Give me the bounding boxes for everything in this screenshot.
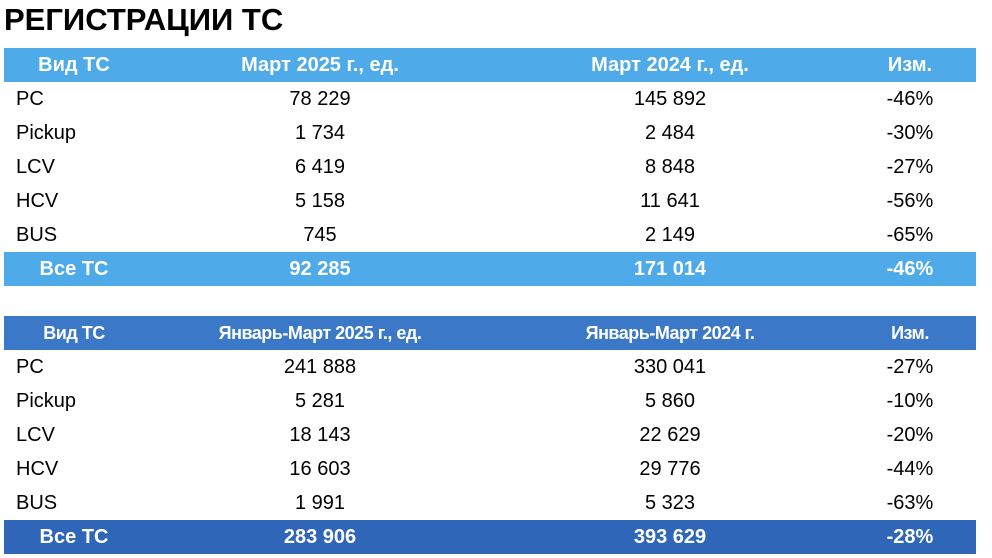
cell: Март 2025 г., ед. — [241, 54, 399, 76]
cell: -46% — [886, 258, 934, 280]
data-row: BUS 1 991 5 323 -63% — [4, 486, 976, 520]
cell: -20% — [886, 424, 934, 446]
cell: LCV — [16, 424, 55, 446]
title: РЕГИСТРАЦИИ ТС — [4, 2, 284, 37]
cell: 1 734 — [294, 122, 346, 144]
data-row: PC 78 229 145 892 -46% — [4, 82, 976, 116]
cell: 8 848 — [644, 156, 696, 178]
cell: 393 629 — [633, 526, 707, 548]
data-row: Pickup 5 281 5 860 -10% — [4, 384, 976, 418]
cell: 2 484 — [644, 122, 696, 144]
cell: -28% — [886, 526, 934, 548]
cell: Вид ТС — [38, 54, 110, 76]
cell: 171 014 — [633, 258, 707, 280]
cell: HCV — [16, 458, 59, 480]
cell: 22 629 — [639, 424, 701, 446]
cell: BUS — [16, 224, 58, 246]
cell: 5 323 — [644, 492, 696, 514]
cell: 6 419 — [294, 156, 346, 178]
cell: 16 603 — [289, 458, 351, 480]
cell: Изм. — [887, 54, 933, 76]
cell: -27% — [886, 156, 934, 178]
cell: Pickup — [16, 390, 77, 412]
cell: Январь-Март 2025 г., ед. — [218, 323, 422, 343]
cell: -65% — [886, 224, 934, 246]
cell: Март 2024 г., ед. — [591, 54, 749, 76]
cell: 18 143 — [289, 424, 351, 446]
data-row: LCV 6 419 8 848 -27% — [4, 150, 976, 184]
header-row: Вид ТС Январь-Март 2025 г., ед. Январь-Мар… — [4, 316, 976, 350]
cell: 330 041 — [633, 356, 707, 378]
data-row: BUS 745 2 149 -65% — [4, 218, 976, 252]
total-row: Все ТС 283 906 393 629 -28% — [4, 520, 976, 554]
data-row: HCV 16 603 29 776 -44% — [4, 452, 976, 486]
cell: -63% — [886, 492, 934, 514]
cell: -27% — [886, 356, 934, 378]
cell: 29 776 — [639, 458, 701, 480]
cell: 283 906 — [283, 526, 357, 548]
cell: 1 991 — [294, 492, 346, 514]
header-row: Вид ТС Март 2025 г., ед. Март 2024 г., ед.… — [4, 48, 976, 82]
cell: HCV — [16, 190, 59, 212]
cell: 5 281 — [294, 390, 346, 412]
total-row: Все ТС 92 285 171 014 -46% — [4, 252, 976, 286]
table: Вид ТС Март 2025 г., ед. Март 2024 г., ед.… — [4, 48, 976, 286]
data-row: HCV 5 158 11 641 -56% — [4, 184, 976, 218]
cell: 92 285 — [289, 258, 351, 280]
data-row: Pickup 1 734 2 484 -30% — [4, 116, 976, 150]
cell: -30% — [886, 122, 934, 144]
cell: Вид ТС — [43, 323, 105, 343]
cell: 11 641 — [640, 190, 700, 212]
table: Вид ТС Январь-Март 2025 г., ед. Январь-Мар… — [4, 316, 976, 554]
cell: PC — [16, 88, 44, 110]
cell: Изм. — [891, 323, 929, 343]
data-row: LCV 18 143 22 629 -20% — [4, 418, 976, 452]
cell: -44% — [886, 458, 934, 480]
cell: -46% — [886, 88, 934, 110]
cell: -10% — [886, 390, 934, 412]
cell: 2 149 — [644, 224, 696, 246]
cell: 241 888 — [283, 356, 357, 378]
cell: LCV — [16, 156, 55, 178]
cell: Январь-Март 2024 г. — [585, 323, 755, 343]
cell: Все ТС — [39, 258, 109, 280]
cell: -56% — [886, 190, 934, 212]
cell: 5 860 — [644, 390, 696, 412]
cell: PC — [16, 356, 44, 378]
cell: BUS — [16, 492, 58, 514]
cell: Pickup — [16, 122, 77, 144]
cell: 5 158 — [294, 190, 346, 212]
cell: 78 229 — [289, 88, 351, 110]
cell: Все ТС — [39, 526, 109, 548]
cell: 745 — [303, 224, 337, 246]
cell: 145 892 — [633, 88, 707, 110]
data-row: PC 241 888 330 041 -27% — [4, 350, 976, 384]
